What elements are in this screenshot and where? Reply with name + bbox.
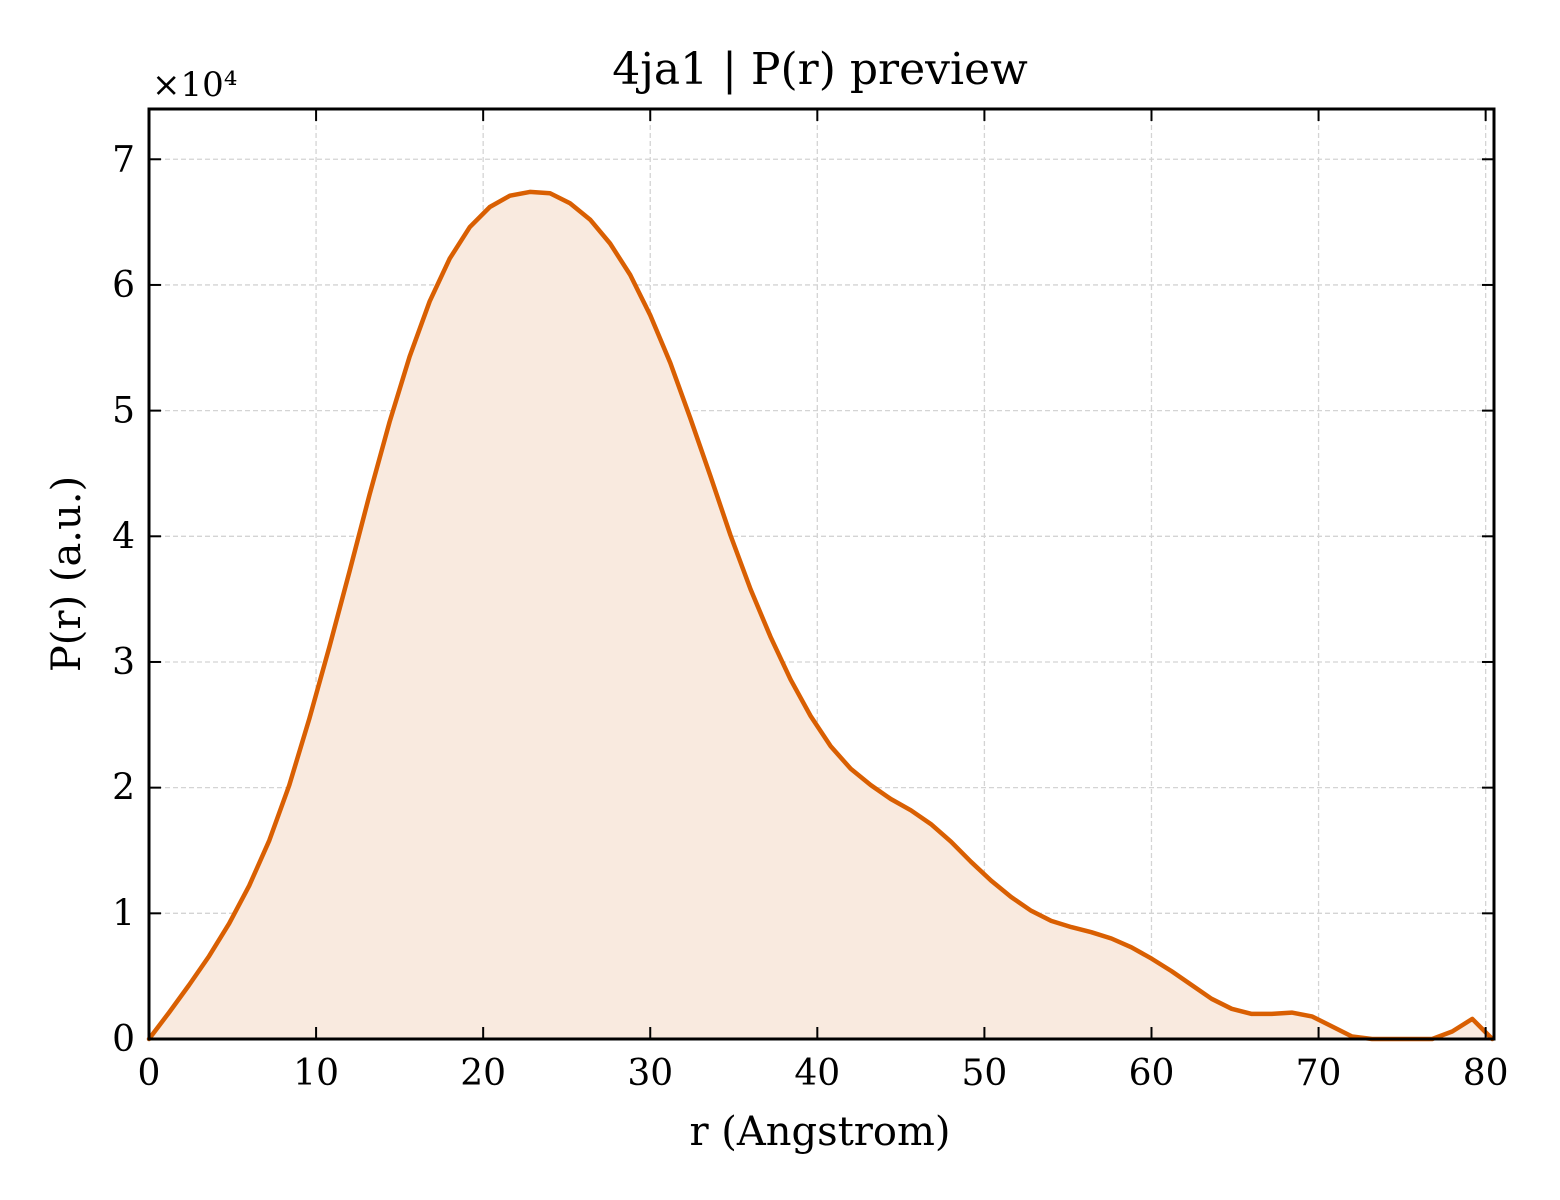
x-axis-label: r (Angstrom) — [689, 1109, 950, 1155]
y-tick-label: 2 — [112, 768, 135, 809]
x-tick-label: 0 — [138, 1053, 161, 1094]
y-tick-labels: 0 1 2 3 4 5 6 7 — [112, 139, 135, 1060]
y-tick-label: 4 — [112, 516, 135, 557]
area-fill — [149, 191, 1493, 1039]
x-tick-label: 50 — [961, 1053, 1007, 1094]
x-tick-label: 40 — [794, 1053, 840, 1094]
y-multiplier-label: ×10⁴ — [152, 65, 237, 105]
y-tick-label: 3 — [112, 642, 135, 683]
series-line — [146, 189, 1495, 1042]
y-tick-label: 7 — [112, 139, 135, 180]
x-tick-label: 30 — [627, 1053, 673, 1094]
pr-curve-line — [146, 189, 1495, 1042]
x-tick-label: 70 — [1296, 1053, 1342, 1094]
y-axis-label: P(r) (a.u.) — [44, 476, 90, 672]
x-tick-label: 20 — [460, 1053, 506, 1094]
y-tick-label: 1 — [112, 893, 135, 934]
x-tick-label: 60 — [1129, 1053, 1175, 1094]
plot-frame — [147, 107, 1496, 1041]
x-tick-label: 10 — [293, 1053, 339, 1094]
x-tick-label: 80 — [1463, 1053, 1509, 1094]
y-tick-label: 0 — [112, 1019, 135, 1060]
y-tick-label: 5 — [112, 391, 135, 432]
grid-lines — [149, 109, 1494, 1039]
y-tick-label: 6 — [112, 265, 135, 306]
series-area — [149, 191, 1493, 1039]
chart-title: 4ja1 | P(r) preview — [612, 44, 1028, 95]
x-tick-labels: 0 10 20 30 40 50 60 70 80 — [138, 1053, 1509, 1094]
